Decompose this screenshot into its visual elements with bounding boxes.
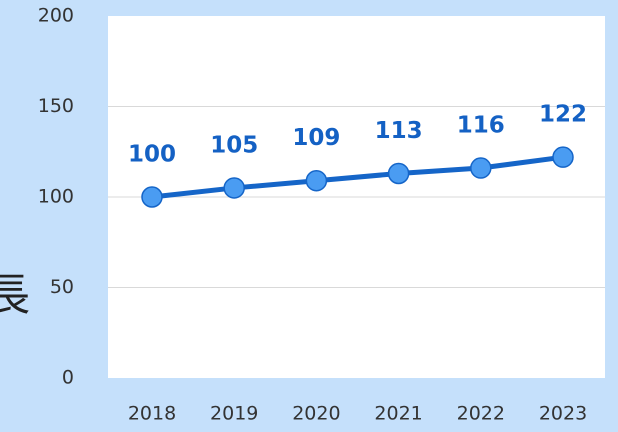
marker bbox=[305, 169, 328, 192]
line bbox=[151, 154, 564, 200]
y-tick-label: 50 bbox=[50, 276, 74, 298]
marker bbox=[223, 177, 245, 199]
x-tick-label: 2019 bbox=[210, 403, 258, 425]
x-tick-label: 2023 bbox=[539, 403, 587, 425]
x-tick-label: 2022 bbox=[457, 403, 505, 425]
y-axis-label: 長 bbox=[0, 270, 30, 321]
marker bbox=[552, 146, 574, 168]
x-tick-label: 2018 bbox=[128, 403, 176, 425]
data-label: 122 bbox=[539, 102, 587, 128]
y-tick-label: 0 bbox=[62, 367, 74, 389]
y-tick-label: 100 bbox=[38, 186, 74, 208]
marker bbox=[141, 186, 163, 208]
data-label: 100 bbox=[128, 142, 176, 168]
y-tick-label: 200 bbox=[38, 5, 74, 27]
marker bbox=[387, 162, 410, 185]
marker bbox=[470, 157, 492, 179]
data-label: 109 bbox=[292, 125, 340, 151]
data-label: 113 bbox=[375, 118, 423, 144]
data-label: 116 bbox=[457, 113, 505, 139]
x-tick-label: 2021 bbox=[374, 403, 422, 425]
y-tick-label: 150 bbox=[38, 95, 74, 117]
data-label: 105 bbox=[210, 132, 258, 158]
x-tick-label: 2020 bbox=[292, 403, 340, 425]
